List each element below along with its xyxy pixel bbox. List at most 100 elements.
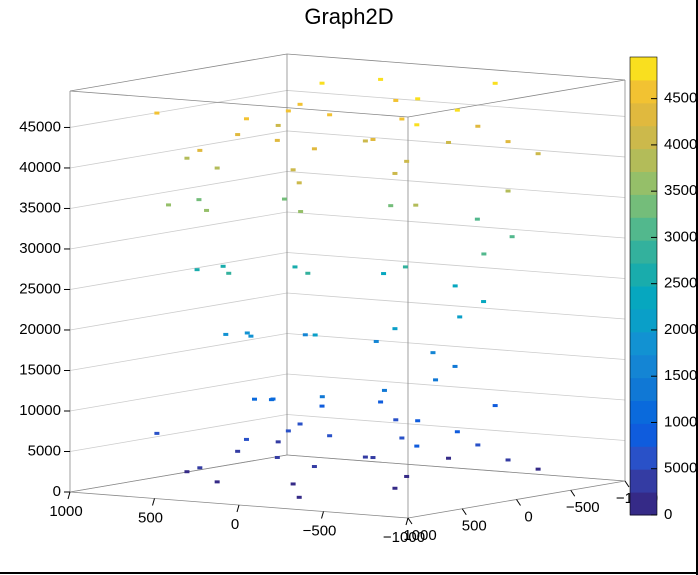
point	[275, 440, 281, 444]
point	[446, 140, 452, 144]
point	[305, 271, 311, 275]
point	[505, 189, 511, 193]
point	[457, 315, 463, 319]
colorbar-label: 30000	[664, 228, 698, 245]
chart-title: Graph2D	[304, 4, 393, 29]
point	[475, 443, 481, 447]
point	[311, 147, 317, 151]
colorbar-label: 25000	[664, 275, 698, 292]
point	[381, 272, 387, 276]
point	[281, 197, 287, 201]
point	[275, 123, 281, 127]
z-tick-label: 20000	[19, 321, 61, 338]
point	[392, 486, 398, 490]
x-tick	[236, 504, 240, 513]
point	[243, 117, 249, 121]
colorbar-band	[630, 331, 657, 356]
point	[226, 271, 232, 275]
colorbar-label: 35000	[664, 182, 698, 199]
z-tick-label: 35000	[19, 199, 61, 216]
colorbar-band	[630, 263, 657, 287]
frame-edge	[286, 53, 626, 81]
point	[415, 97, 421, 101]
x-tick	[405, 517, 409, 526]
point	[319, 404, 325, 408]
z-tick-label: 45000	[19, 118, 61, 135]
colorbar-label: 20000	[664, 321, 698, 338]
point	[399, 436, 405, 440]
point	[154, 431, 160, 435]
point	[505, 140, 511, 144]
point	[214, 480, 220, 484]
z-tick-label: 40000	[19, 159, 61, 176]
point	[297, 422, 303, 426]
point	[223, 332, 229, 336]
colorbar-band	[630, 79, 657, 104]
point	[274, 455, 280, 459]
point	[535, 152, 541, 156]
point	[196, 198, 202, 202]
point	[290, 482, 296, 486]
colorbar-band	[630, 423, 657, 447]
point	[492, 404, 498, 408]
point	[362, 455, 368, 459]
point	[235, 133, 241, 137]
colorbar-band	[630, 354, 657, 379]
frame-edge	[407, 79, 626, 118]
point	[430, 351, 436, 355]
colorbar-band	[630, 148, 657, 172]
x-tick-label: −1000	[383, 529, 425, 546]
point	[302, 333, 308, 337]
point	[378, 77, 384, 81]
point	[402, 265, 408, 269]
point	[393, 98, 399, 102]
point	[244, 331, 250, 335]
point	[154, 111, 160, 115]
colorbar-label: 0	[664, 506, 672, 523]
y-tick	[461, 508, 467, 516]
point	[373, 339, 379, 343]
point	[475, 124, 481, 128]
x-tick-label: −500	[303, 522, 337, 539]
colorbar-band	[630, 492, 657, 516]
point	[535, 467, 541, 471]
y-tick-label: 1000	[403, 527, 436, 544]
colorbar-band	[630, 446, 657, 470]
colorbar-band	[630, 125, 657, 150]
point	[392, 171, 398, 175]
point	[296, 181, 302, 185]
colorbar-band	[630, 217, 657, 241]
point	[312, 333, 318, 337]
z-tick-label: 25000	[19, 280, 61, 297]
point	[214, 166, 220, 170]
point	[393, 418, 399, 422]
point	[298, 210, 304, 214]
z-tick-label: 10000	[19, 402, 61, 419]
point	[204, 208, 210, 212]
colorbar-band	[630, 194, 657, 218]
point	[415, 419, 421, 423]
point	[454, 108, 460, 112]
y-tick-label: 0	[524, 508, 532, 525]
point	[413, 203, 419, 207]
colorbar-band	[630, 57, 657, 81]
x-tick-label: 1000	[49, 503, 82, 520]
point	[319, 395, 325, 399]
point	[446, 456, 452, 460]
point	[274, 138, 280, 142]
colorbar-band	[630, 308, 657, 333]
point	[243, 437, 249, 441]
frame-edge	[286, 454, 626, 482]
point	[378, 400, 384, 404]
point	[252, 397, 258, 401]
point	[297, 102, 303, 106]
colorbar-band	[630, 400, 657, 424]
colorbar-label: 40000	[664, 136, 698, 153]
point	[362, 139, 368, 143]
frame-edge	[69, 454, 288, 493]
point	[452, 364, 458, 368]
point	[433, 378, 439, 382]
z-tick-label: 0	[53, 483, 61, 500]
point	[285, 429, 291, 433]
point	[370, 456, 376, 460]
